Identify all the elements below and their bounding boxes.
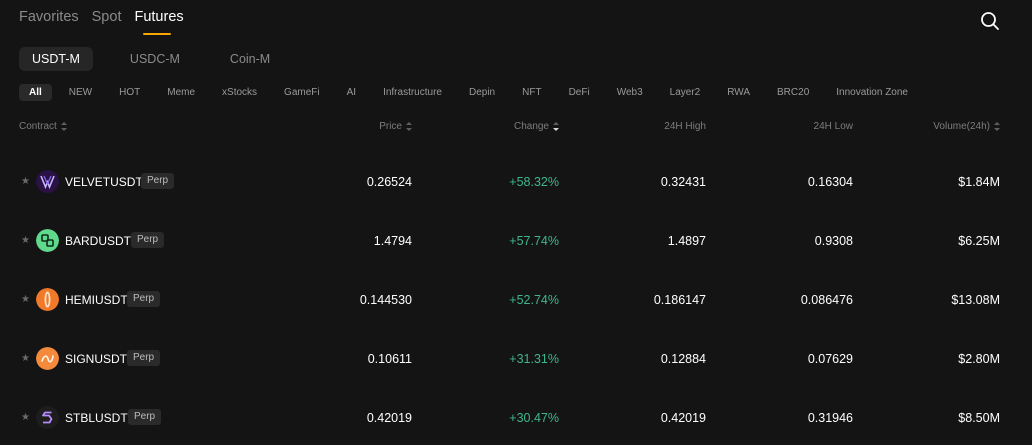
high-cell: 0.42019 [660, 411, 706, 425]
change-cell: +57.74% [509, 234, 559, 248]
price-cell: 0.144530 [359, 293, 412, 307]
tab-spot[interactable]: Spot [91, 9, 122, 25]
contract-symbol[interactable]: SIGNUSDT [65, 352, 128, 366]
tab-futures[interactable]: Futures [134, 9, 184, 35]
search-icon[interactable] [980, 11, 1000, 31]
price-cell: 1.4794 [373, 234, 412, 248]
contract-symbol[interactable]: HEMIUSDT [65, 293, 128, 307]
margin-segment-control: USDT-M USDC-M Coin-M [19, 47, 307, 71]
bard-icon [36, 229, 59, 252]
category-meme[interactable]: Meme [167, 87, 196, 98]
change-cell: +58.32% [509, 175, 559, 189]
category-rwa[interactable]: RWA [727, 87, 751, 98]
category-infrastructure[interactable]: Infrastructure [383, 87, 442, 98]
column-label-24h-low: 24H Low [813, 121, 853, 132]
table-row[interactable]: ★ SIGNUSDT Perp 0.10611 +31.31% 0.12884 … [0, 339, 1032, 379]
category-innovation-zone[interactable]: Innovation Zone [836, 87, 908, 98]
favorite-star-icon[interactable]: ★ [21, 412, 30, 423]
low-cell: 0.07629 [807, 352, 853, 366]
volume-cell: $1.84M [958, 175, 1000, 189]
price-cell: 0.10611 [367, 352, 412, 366]
change-cell: +30.47% [509, 411, 559, 425]
contract-symbol[interactable]: BARDUSDT [65, 234, 132, 248]
category-gamefi[interactable]: GameFi [284, 87, 320, 98]
category-ai[interactable]: AI [346, 87, 357, 98]
sort-desc-icon [553, 122, 559, 131]
table-row[interactable]: ★ BARDUSDT Perp 1.4794 +57.74% 1.4897 0.… [0, 221, 1032, 261]
category-layer2[interactable]: Layer2 [669, 87, 701, 98]
contract-symbol[interactable]: VELVETUSDT [65, 175, 143, 189]
favorite-star-icon[interactable]: ★ [21, 353, 30, 364]
category-defi[interactable]: DeFi [568, 87, 590, 98]
table-row[interactable]: ★ STBLUSDT Perp 0.42019 +30.47% 0.42019 … [0, 398, 1032, 438]
category-web3[interactable]: Web3 [616, 87, 643, 98]
tab-favorites[interactable]: Favorites [19, 9, 79, 25]
change-cell: +52.74% [509, 293, 559, 307]
table-row[interactable]: ★ VELVETUSDT Perp 0.26524 +58.32% 0.3243… [0, 162, 1032, 202]
high-cell: 0.12884 [660, 352, 706, 366]
column-header-price[interactable]: Price [312, 120, 412, 133]
stbl-icon [36, 406, 59, 429]
column-label-contract: Contract [19, 121, 57, 132]
volume-cell: $13.08M [951, 293, 1000, 307]
favorite-star-icon[interactable]: ★ [21, 176, 30, 187]
column-label-volume: Volume(24h) [933, 121, 990, 132]
sort-icon [60, 122, 67, 131]
perp-badge: Perp [127, 291, 161, 307]
contract-symbol[interactable]: STBLUSDT [65, 411, 128, 425]
velvet-icon [36, 170, 59, 193]
price-cell: 0.26524 [366, 175, 412, 189]
low-cell: 0.086476 [800, 293, 853, 307]
market-tabs: Favorites Spot Futures [19, 8, 184, 35]
column-label-24h-high: 24H High [664, 121, 706, 132]
perp-badge: Perp [128, 409, 162, 425]
perp-badge: Perp [141, 173, 175, 189]
category-hot[interactable]: HOT [119, 87, 141, 98]
table-row[interactable]: ★ HEMIUSDT Perp 0.144530 +52.74% 0.18614… [0, 280, 1032, 320]
low-cell: 0.31946 [807, 411, 853, 425]
column-header-24h-high[interactable]: 24H High [606, 120, 706, 133]
segment-coin-m[interactable]: Coin-M [229, 52, 271, 66]
perp-badge: Perp [127, 350, 161, 366]
volume-cell: $8.50M [958, 411, 1000, 425]
low-cell: 0.16304 [807, 175, 853, 189]
category-nft[interactable]: NFT [522, 87, 542, 98]
price-cell: 0.42019 [366, 411, 412, 425]
favorite-star-icon[interactable]: ★ [21, 294, 30, 305]
change-cell: +31.31% [509, 352, 559, 366]
category-xstocks[interactable]: xStocks [222, 87, 258, 98]
favorite-star-icon[interactable]: ★ [21, 235, 30, 246]
high-cell: 0.32431 [660, 175, 706, 189]
sign-icon [36, 347, 59, 370]
category-filter-bar: All NEW HOT Meme xStocks GameFi AI Infra… [19, 84, 925, 101]
column-label-price: Price [379, 121, 402, 132]
volume-cell: $2.80M [958, 352, 1000, 366]
sort-icon [406, 122, 412, 131]
perp-badge: Perp [131, 232, 165, 248]
column-header-24h-low[interactable]: 24H Low [753, 120, 853, 133]
volume-cell: $6.25M [958, 234, 1000, 248]
column-header-contract[interactable]: Contract [19, 120, 67, 133]
category-all[interactable]: All [19, 84, 52, 101]
hemi-icon [36, 288, 59, 311]
category-depin[interactable]: Depin [468, 87, 496, 98]
category-new[interactable]: NEW [68, 87, 93, 98]
column-label-change: Change [513, 121, 549, 132]
category-brc20[interactable]: BRC20 [777, 87, 810, 98]
high-cell: 0.186147 [653, 293, 706, 307]
segment-usdt-m[interactable]: USDT-M [19, 47, 93, 71]
segment-usdc-m[interactable]: USDC-M [129, 52, 180, 66]
column-header-volume[interactable]: Volume(24h) [880, 120, 1000, 133]
sort-icon [994, 122, 1000, 131]
column-header-change[interactable]: Change [459, 120, 559, 133]
high-cell: 1.4897 [667, 234, 706, 248]
low-cell: 0.9308 [814, 234, 853, 248]
